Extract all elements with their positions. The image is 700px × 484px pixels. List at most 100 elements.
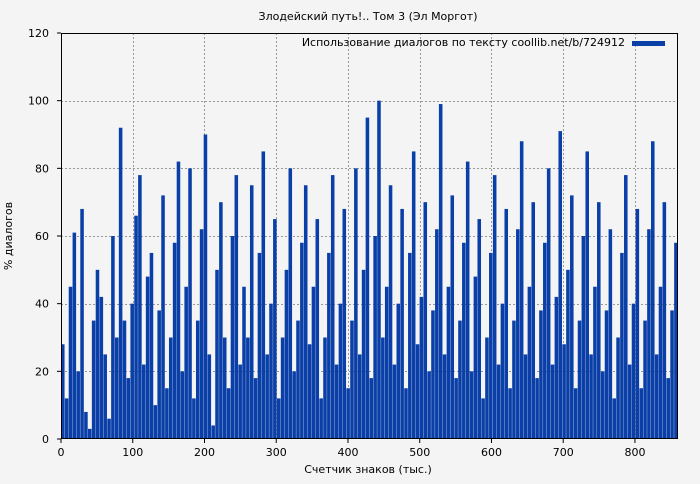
bar	[161, 195, 165, 439]
bar	[458, 320, 462, 439]
bar	[91, 320, 96, 439]
legend-label: Использование диалогов по тексту coollib…	[302, 36, 625, 49]
bar	[230, 236, 235, 439]
bar	[431, 310, 435, 439]
bar	[134, 215, 138, 439]
legend-swatch	[632, 41, 665, 46]
bar	[238, 364, 242, 439]
bar	[215, 269, 219, 439]
bar	[292, 371, 296, 439]
bar	[666, 378, 670, 439]
bar	[531, 202, 536, 439]
bar	[485, 337, 489, 439]
bar	[608, 229, 613, 439]
bar	[226, 388, 231, 439]
bar	[523, 354, 528, 439]
x-axis: 0 100 200 300 400 500 600 700 800	[58, 439, 645, 459]
bar	[284, 269, 289, 439]
bar	[454, 378, 458, 439]
bar	[350, 320, 354, 439]
bar	[516, 229, 520, 439]
bar	[465, 161, 470, 440]
y-tick-label: 0	[42, 433, 49, 446]
bar	[195, 320, 200, 439]
bar	[261, 151, 266, 439]
bar	[334, 364, 339, 439]
bar	[257, 252, 262, 439]
bar	[276, 398, 281, 439]
bar	[373, 236, 377, 439]
bar	[141, 364, 146, 439]
chart-title: Злодейский путь!.. Том 3 (Эл Моргот)	[259, 10, 478, 23]
bar	[384, 286, 389, 439]
x-tick-label: 500	[409, 446, 430, 459]
bar	[469, 371, 474, 439]
bar	[473, 276, 478, 439]
bar	[492, 175, 497, 439]
bar	[342, 208, 347, 439]
bar	[562, 344, 566, 439]
bar	[627, 364, 632, 439]
bar	[593, 286, 597, 439]
bar	[172, 242, 177, 439]
bar	[165, 388, 169, 439]
bar	[519, 141, 524, 439]
bar	[527, 286, 532, 439]
x-axis-label: Счетчик знаков (тыс.)	[304, 463, 432, 476]
bar	[87, 428, 92, 439]
bar	[311, 286, 316, 439]
bar	[396, 303, 401, 439]
bar	[265, 354, 269, 439]
bar	[570, 195, 574, 439]
bar	[99, 296, 104, 439]
bar	[111, 236, 115, 439]
bar	[222, 337, 227, 439]
bar	[535, 378, 539, 439]
bar	[496, 364, 501, 439]
bar	[303, 185, 308, 439]
bar	[654, 354, 659, 439]
bar	[408, 252, 412, 439]
bar	[662, 202, 667, 439]
bar	[253, 378, 258, 439]
bar	[327, 252, 331, 439]
bar	[481, 398, 485, 439]
bar	[126, 378, 131, 439]
bar	[585, 151, 589, 439]
bars-group	[61, 100, 678, 440]
bar	[674, 242, 678, 439]
bar	[357, 354, 362, 439]
bar	[438, 104, 443, 440]
bar	[157, 310, 161, 439]
y-tick-label: 40	[35, 298, 49, 311]
legend: Использование диалогов по тексту coollib…	[302, 36, 665, 49]
bar	[377, 100, 381, 440]
bar	[404, 388, 408, 439]
bar	[145, 276, 150, 439]
bar	[411, 151, 416, 439]
y-axis-label: % диалогов	[2, 202, 15, 270]
bar	[658, 286, 663, 439]
bar	[130, 303, 134, 439]
bar	[114, 337, 119, 439]
bar	[423, 202, 428, 439]
bar	[508, 388, 512, 439]
bar	[338, 303, 343, 439]
y-tick-label: 100	[28, 95, 49, 108]
bar	[138, 175, 142, 439]
bar	[118, 127, 123, 439]
bar	[643, 320, 647, 439]
bar	[192, 398, 196, 439]
bar	[149, 252, 154, 439]
bar	[415, 344, 420, 439]
bar	[631, 303, 636, 439]
bar	[462, 242, 466, 439]
bar	[647, 229, 651, 439]
bar	[446, 286, 451, 439]
bar	[203, 134, 208, 439]
bar	[554, 296, 559, 439]
bar	[68, 286, 73, 439]
bar	[76, 371, 80, 439]
bar	[400, 208, 404, 439]
